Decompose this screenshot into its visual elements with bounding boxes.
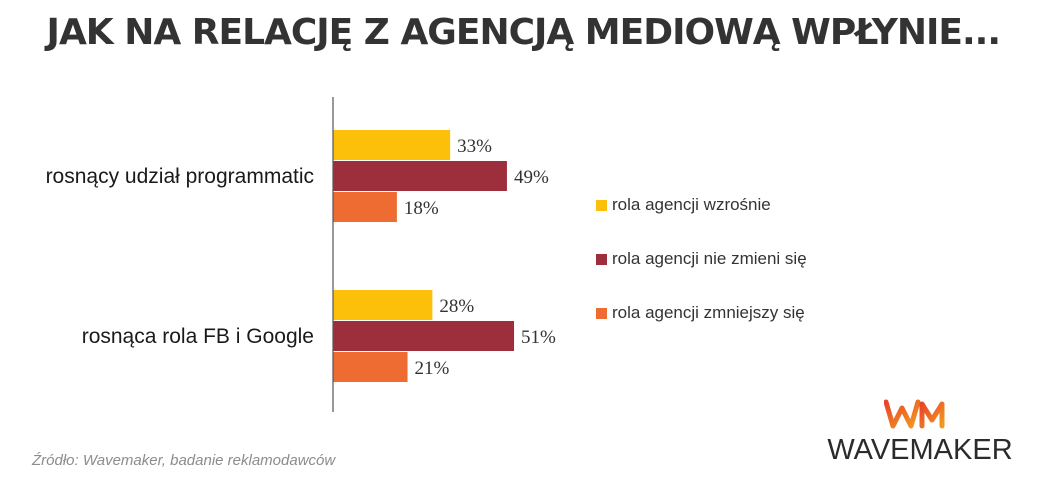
wavemaker-logo-mark [884,399,945,429]
bar [333,321,515,351]
data-label: 28% [439,296,474,317]
legend-item: rola agencji zmniejszy się [596,299,807,327]
data-label: 21% [415,358,450,379]
category-label: rosnący udział programmatic [46,165,314,188]
data-label: 18% [404,198,439,219]
source-note: Źródło: Wavemaker, badanie reklamodawców [32,452,336,469]
bar [333,161,507,191]
bar [333,192,397,222]
data-label: 51% [521,327,556,348]
legend-label: rola agencji wzrośnie [612,195,771,214]
bar-chart: 33% 49% 18% rosnący udział programmatic 28% 5… [46,97,556,412]
bar [333,130,451,160]
legend-item: rola agencji nie zmieni się [596,245,807,273]
legend-swatch [596,253,607,265]
legend: rola agencji wzrośnie rola agencji nie z… [596,191,807,353]
wavemaker-logo-text: WAVEMAKER [827,434,1013,466]
legend-item: rola agencji wzrośnie [596,191,807,219]
bar [333,352,408,382]
legend-label: rola agencji zmniejszy się [612,303,805,322]
bar [333,290,433,320]
legend-label: rola agencji nie zmieni się [612,249,807,268]
legend-swatch [596,307,607,319]
data-label: 49% [514,167,549,188]
category-label: rosnąca rola FB i Google [82,325,314,348]
legend-swatch [596,199,607,211]
wavemaker-logo: WAVEMAKER [820,398,1020,468]
chart-title: JAK NA RELACJĘ Z AGENCJĄ MEDIOWĄ WPŁYNIE… [46,12,1001,53]
data-label: 33% [457,136,492,157]
